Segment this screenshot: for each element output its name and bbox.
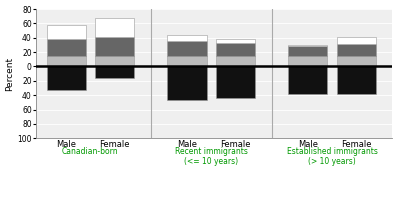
Bar [168,67,207,100]
Bar [47,56,86,67]
Bar [216,43,255,56]
Bar [337,67,376,94]
Bar [95,37,134,56]
Bar [337,37,376,44]
Bar [168,35,207,41]
Bar [337,56,376,67]
Bar [288,67,328,94]
Bar [216,67,255,98]
Bar [95,18,134,37]
Bar [47,67,86,90]
Bar [288,45,328,46]
Text: Established immigrants
(> 10 years): Established immigrants (> 10 years) [287,147,377,166]
Bar [47,39,86,56]
Bar [288,46,328,56]
Bar [337,44,376,56]
Bar [288,56,328,67]
Bar [95,67,134,78]
Bar [168,56,207,67]
Bar [168,41,207,56]
Bar [216,39,255,43]
Bar [95,56,134,67]
Y-axis label: Percent: Percent [6,57,15,91]
Text: Recent immigrants
(<= 10 years): Recent immigrants (<= 10 years) [175,147,248,166]
Bar [216,56,255,67]
Text: Canadian-born: Canadian-born [62,147,119,156]
Bar [47,25,86,39]
